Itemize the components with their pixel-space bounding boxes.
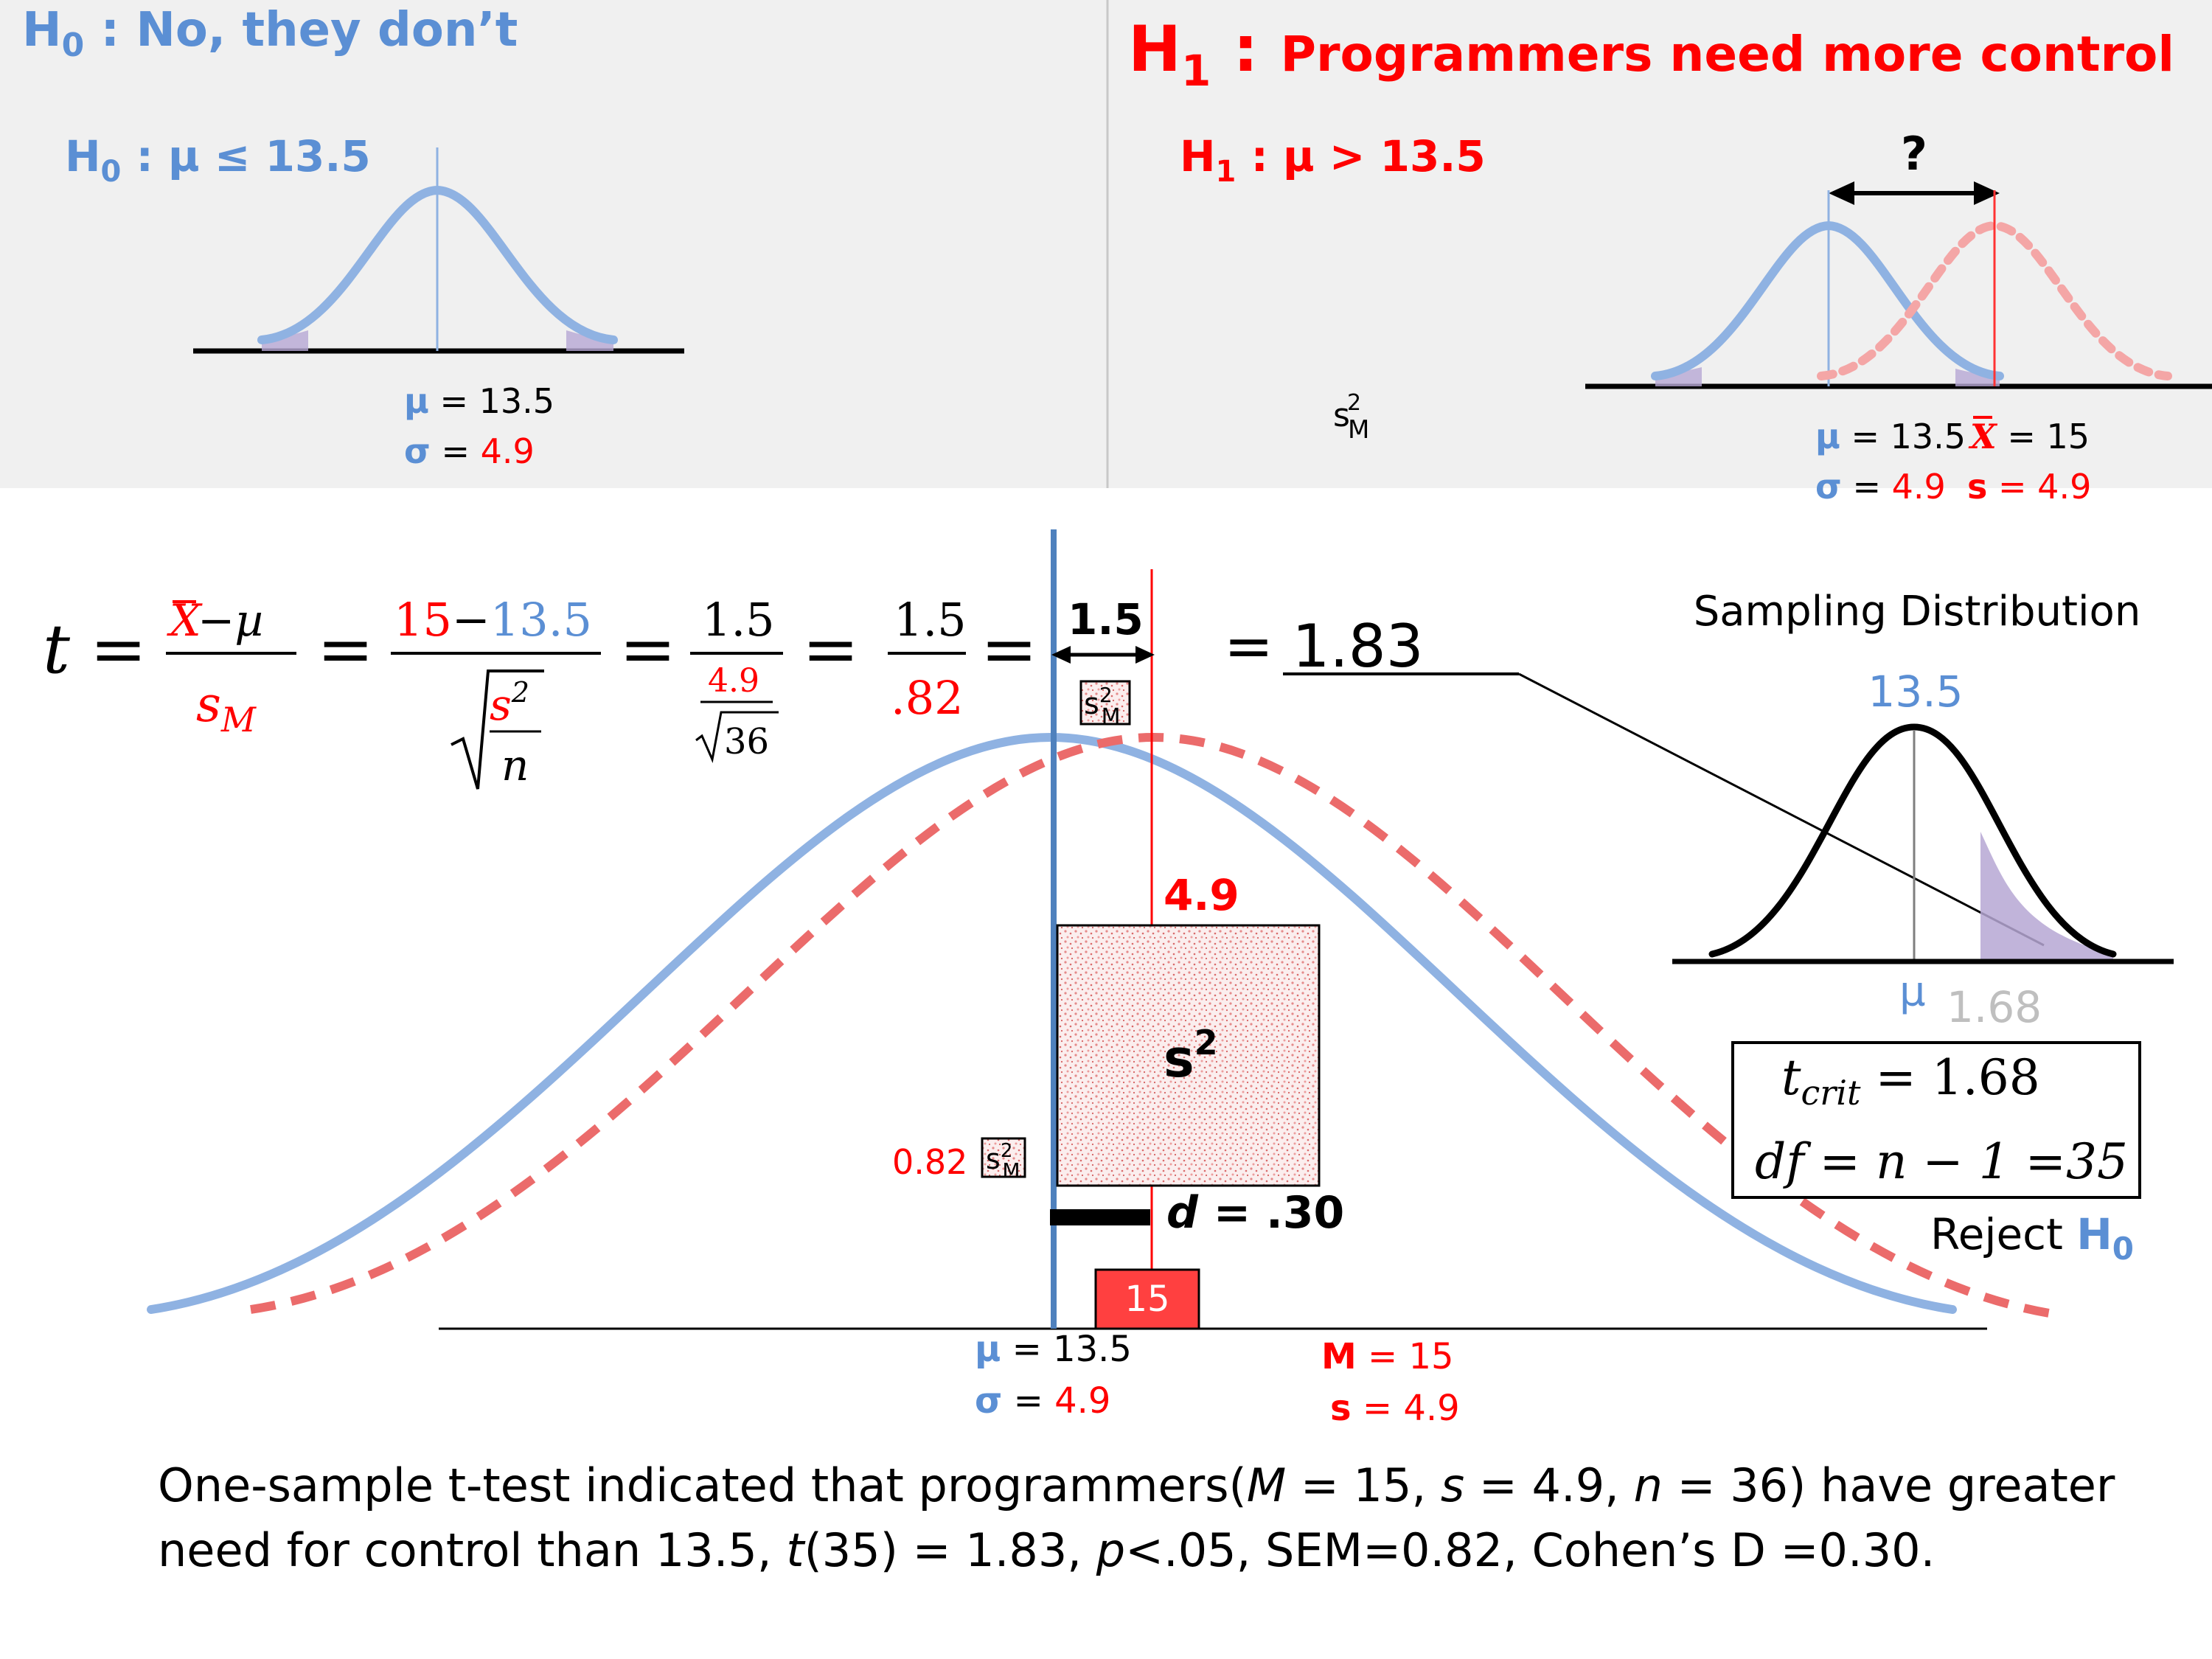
svg-text:t: t (43, 610, 71, 689)
t-result: = 1.83 (1224, 612, 1424, 681)
df-formula: df = n − 1 =35 (1755, 1133, 2128, 1190)
h0-sigma-label: σ = 4.9 (404, 431, 535, 471)
tcrit-box (1731, 1041, 2141, 1199)
mean-diff-arrow-right-head (1135, 646, 1155, 664)
sqrt-sign-2 (695, 711, 779, 764)
sampling-title: Sampling Distribution (1694, 588, 2141, 636)
svg-text:=: = (802, 610, 859, 689)
conclusion-line-2: need for control than 13.5, t(35) = 1.83… (158, 1523, 1935, 1577)
sem-square-small-label: s2 M (986, 1140, 1020, 1183)
svg-text:1.5: 1.5 (894, 593, 967, 647)
main-mu-label: µ = 13.5 (975, 1329, 1132, 1370)
svg-text:=: = (619, 610, 676, 689)
svg-text:=: = (317, 610, 374, 689)
svg-text:15−13.5: 15−13.5 (394, 593, 592, 647)
variance-side-label: 4.9 (1164, 870, 1239, 920)
reject-h0-label: Reject H0 (1930, 1209, 2134, 1267)
conclusion-line-1: One-sample t-test indicated that program… (158, 1458, 2115, 1512)
svg-text:n: n (501, 740, 529, 790)
h0-mu-label: µ = 13.5 (404, 381, 554, 421)
svg-text:s2: s2 (490, 676, 529, 730)
svg-text:X: X (167, 595, 203, 647)
effect-size-label: d = .30 (1166, 1187, 1344, 1239)
svg-text:.82: .82 (891, 671, 964, 725)
svg-text:4.9: 4.9 (708, 662, 759, 700)
h1-sigma-label: σ = 4.9 (1815, 467, 1946, 507)
h1-xbar-label: X = 15 (1968, 417, 2090, 456)
rejection-region (1980, 832, 2113, 961)
t-formula: t = X −µ sM = 15−13.5 s2 n = 1.5 4.9 36 … (43, 593, 1037, 790)
sem-square-small (981, 1137, 1026, 1178)
h1-hypothesis: H1 : µ > 13.5 (1180, 131, 1486, 189)
main-alt-curve (250, 732, 2054, 1318)
h0-left-tail (262, 330, 308, 351)
svg-text:sM: sM (196, 676, 257, 740)
h1-title: H1 : Programmers need more control (1128, 13, 2174, 96)
effect-arrow-right-head (1974, 181, 2000, 205)
sem-square-top (1079, 680, 1131, 726)
sampling-center-label: 13.5 (1868, 667, 1963, 717)
sqrt-sign-1 (451, 669, 544, 790)
h1-left-tail (1655, 367, 1702, 386)
sem-value-label: 0.82 (892, 1142, 967, 1182)
top-panel-background (0, 0, 2212, 488)
h0-right-tail (566, 330, 613, 351)
main-s-label: s = 4.9 (1330, 1388, 1460, 1429)
effect-arrow-left-head (1829, 181, 1854, 205)
main-m-label: M = 15 (1321, 1336, 1454, 1377)
sampling-crit-label: 1.68 (1947, 982, 2042, 1032)
variance-square (1056, 924, 1321, 1187)
sampling-mu-label: µ (1899, 968, 1926, 1016)
t-result-pointer (1518, 672, 2045, 947)
h1-mu-label: µ = 13.5 (1815, 417, 1966, 456)
svg-text:=: = (981, 610, 1037, 689)
sample-mean-box (1094, 1268, 1200, 1330)
h0-title: H0 : No, they don’t (22, 3, 518, 64)
mean-diff-label: 1.5 (1068, 594, 1144, 644)
top-sm-label: s2 M (1333, 390, 1369, 445)
sampling-curve (1708, 723, 2117, 958)
tcrit-formula: tcrit = 1.68 (1781, 1049, 2040, 1113)
variance-square-label: s2 (1164, 1023, 1218, 1089)
h0-hypothesis: H0 : µ ≤ 13.5 (65, 131, 371, 189)
h1-s-label: s = 4.9 (1967, 467, 2091, 507)
svg-text:=: = (90, 610, 147, 689)
svg-text:−µ: −µ (198, 595, 263, 647)
svg-text:1.5: 1.5 (702, 593, 775, 647)
effect-question-mark: ? (1901, 127, 1927, 181)
sem-square-top-label: s2 M (1084, 683, 1121, 730)
h1-right-tail (1955, 369, 2000, 386)
main-sigma-label: σ = 4.9 (975, 1380, 1110, 1422)
svg-text:36: 36 (724, 721, 769, 762)
mean-diff-arrow-left-head (1051, 646, 1071, 664)
sample-mean-box-label: 15 (1124, 1279, 1169, 1320)
